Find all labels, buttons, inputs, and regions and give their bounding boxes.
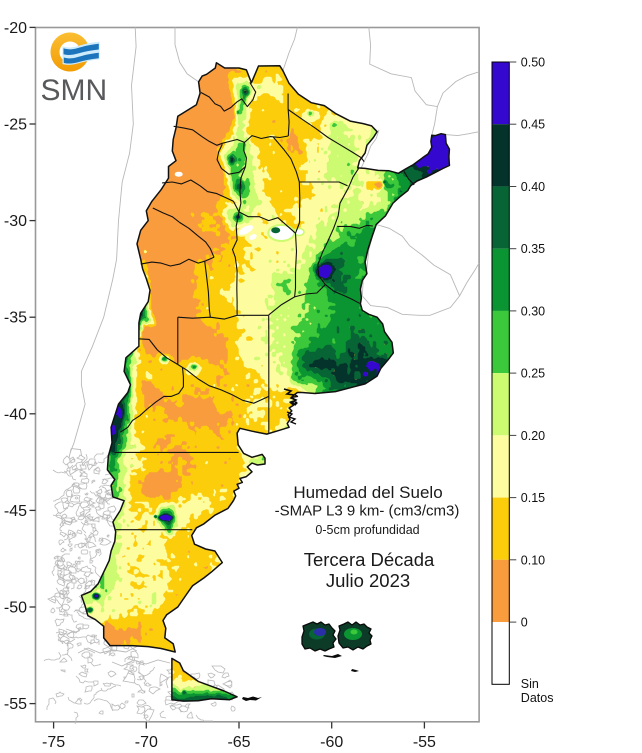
svg-text:0.15: 0.15 [521,491,545,505]
svg-text:Julio 2023: Julio 2023 [326,570,410,591]
svg-text:0-5cm profundidad: 0-5cm profundidad [315,523,419,537]
svg-text:-50: -50 [4,600,27,617]
svg-text:Sin: Sin [521,677,539,691]
svg-text:SMN: SMN [41,74,108,107]
svg-text:-65: -65 [227,734,250,751]
svg-text:-45: -45 [4,503,27,520]
svg-text:0.45: 0.45 [521,118,545,132]
svg-text:-55: -55 [4,696,27,713]
svg-text:Datos: Datos [521,691,554,705]
svg-text:0: 0 [521,616,528,630]
svg-text:-40: -40 [4,406,27,423]
svg-text:0.50: 0.50 [521,56,545,70]
svg-text:0.35: 0.35 [521,242,545,256]
svg-text:-25: -25 [4,117,27,134]
svg-text:0.30: 0.30 [521,304,545,318]
svg-text:-30: -30 [4,213,27,230]
svg-text:0.10: 0.10 [521,553,545,567]
svg-text:Humedad del Suelo: Humedad del Suelo [293,483,442,502]
svg-text:-SMAP L3 9 km- (cm3/cm3): -SMAP L3 9 km- (cm3/cm3) [275,503,460,520]
svg-text:-55: -55 [413,734,436,751]
svg-text:-60: -60 [320,734,343,751]
svg-text:0.20: 0.20 [521,429,545,443]
svg-text:0.25: 0.25 [521,367,545,381]
svg-text:-35: -35 [4,310,27,327]
svg-text:0.40: 0.40 [521,180,545,194]
svg-text:Tercera Década: Tercera Década [304,549,435,570]
svg-text:-20: -20 [4,20,27,37]
svg-text:-75: -75 [42,734,65,751]
svg-text:-70: -70 [135,734,158,751]
